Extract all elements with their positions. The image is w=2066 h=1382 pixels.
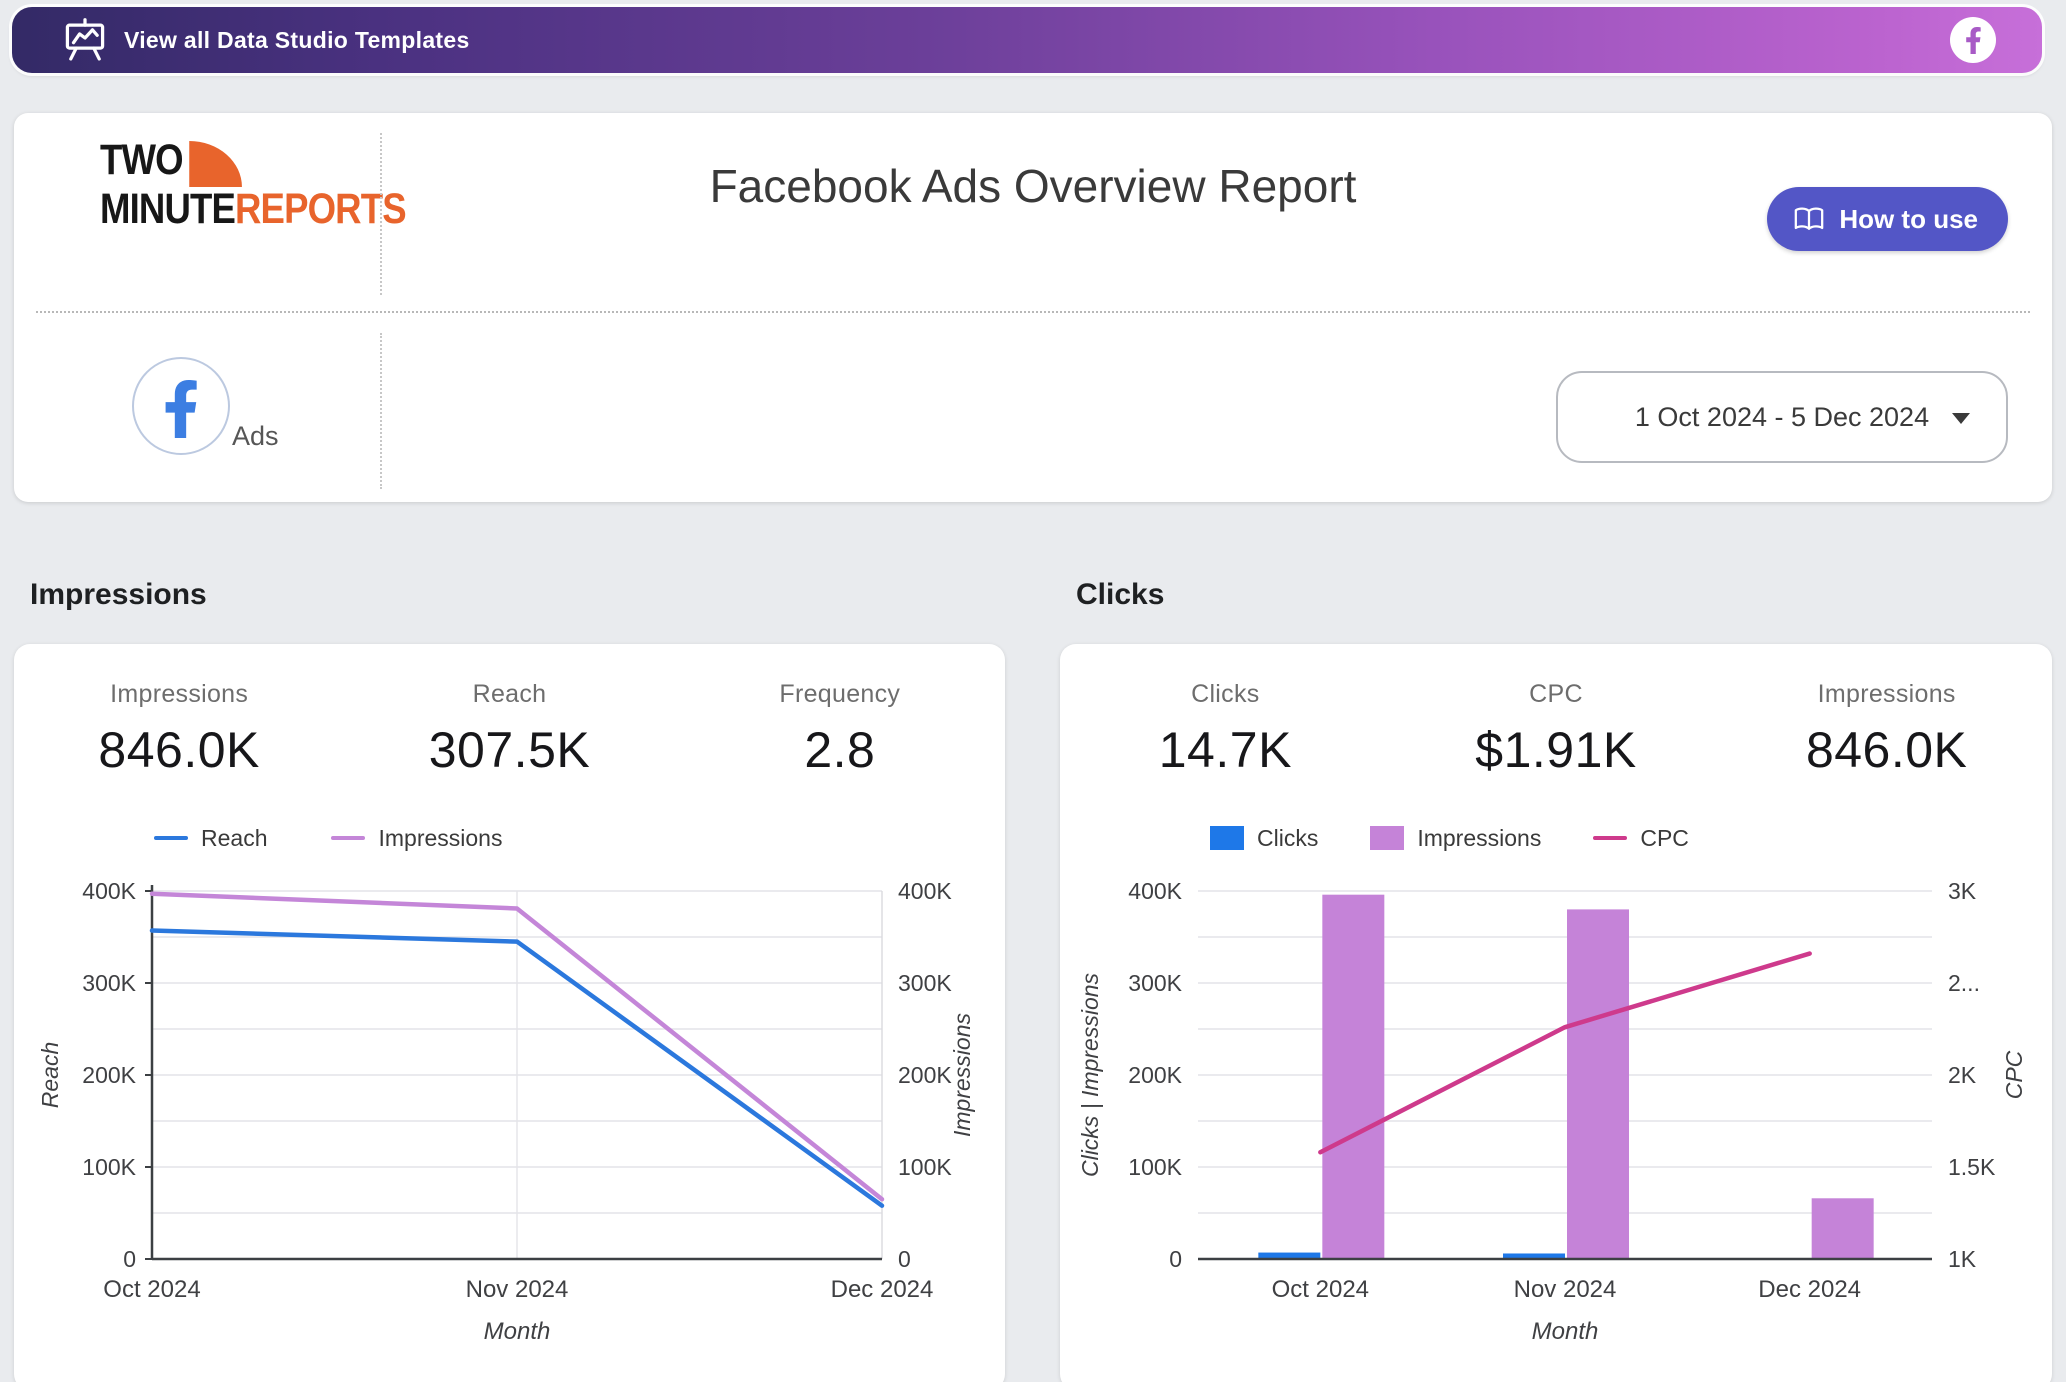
impressions-bar-swatch: [1370, 826, 1405, 850]
dropdown-caret-icon: [1952, 413, 1970, 424]
scorecard-reach: Reach 307.5K: [428, 680, 591, 778]
svg-text:400K: 400K: [1128, 878, 1182, 904]
svg-text:100K: 100K: [82, 1154, 136, 1180]
page-title: Facebook Ads Overview Report: [709, 160, 1357, 212]
how-to-use-label: How to use: [1839, 203, 1978, 234]
presentation-chart-icon: [62, 17, 108, 63]
impressions-section-heading: Impressions: [30, 578, 207, 611]
how-to-use-button[interactable]: How to use: [1767, 187, 2008, 251]
open-book-icon: [1793, 206, 1825, 233]
svg-text:0: 0: [1169, 1246, 1182, 1272]
svg-text:3K: 3K: [1948, 878, 1977, 904]
svg-text:200K: 200K: [1128, 1062, 1182, 1088]
svg-text:Oct 2024: Oct 2024: [1272, 1276, 1369, 1303]
svg-text:0: 0: [123, 1246, 136, 1272]
dotted-divider-horizontal: [36, 311, 2030, 313]
clicks-section-heading: Clicks: [1076, 578, 1165, 611]
svg-text:Dec 2024: Dec 2024: [1758, 1276, 1861, 1303]
svg-text:0: 0: [898, 1246, 911, 1272]
legend-item-reach: Reach: [154, 825, 267, 852]
logo-text-two: TWO: [100, 136, 184, 184]
scorecard-impressions-2: Impressions 846.0K: [1805, 680, 1968, 778]
svg-text:Oct 2024: Oct 2024: [103, 1276, 200, 1303]
ads-source-label: Ads: [232, 421, 279, 451]
svg-text:300K: 300K: [898, 970, 952, 996]
data-studio-templates-banner[interactable]: View all Data Studio Templates: [12, 7, 2042, 73]
impressions-line-swatch: [331, 836, 366, 840]
svg-text:2...: 2...: [1948, 970, 1980, 996]
svg-text:100K: 100K: [898, 1154, 952, 1180]
scorecard-impressions: Impressions 846.0K: [98, 680, 260, 778]
svg-text:400K: 400K: [82, 878, 136, 904]
clicks-bar-swatch: [1210, 826, 1244, 850]
svg-text:Dec 2024: Dec 2024: [831, 1276, 934, 1303]
svg-text:1.5K: 1.5K: [1948, 1154, 1996, 1180]
facebook-ads-source: Ads: [132, 357, 312, 467]
impressions-scorecards: Impressions 846.0K Reach 307.5K Frequenc…: [14, 644, 1005, 779]
svg-text:300K: 300K: [82, 970, 136, 996]
svg-text:Nov 2024: Nov 2024: [1514, 1276, 1617, 1303]
dotted-divider-vertical: [380, 333, 382, 489]
svg-text:400K: 400K: [898, 878, 952, 904]
date-range-selector[interactable]: 1 Oct 2024 - 5 Dec 2024: [1556, 371, 2008, 463]
report-header-card: TWO MINUTEREPORTS Facebook Ads Overview …: [14, 113, 2052, 502]
impressions-chart-legend: Reach Impressions: [154, 825, 1005, 851]
svg-text:Month: Month: [1532, 1318, 1599, 1345]
svg-text:Nov 2024: Nov 2024: [466, 1276, 569, 1303]
svg-text:Month: Month: [484, 1318, 551, 1345]
clicks-impressions-cpc-chart: 0 100K 200K 300K 400K 1K 1.5K 2K 2... 3K Oct 2024 N…: [1077, 878, 2027, 1345]
svg-text:CPC: CPC: [2001, 1050, 2027, 1099]
facebook-icon[interactable]: [1950, 17, 1996, 63]
svg-text:200K: 200K: [898, 1062, 952, 1088]
svg-text:200K: 200K: [82, 1062, 136, 1088]
banner-label: View all Data Studio Templates: [124, 26, 470, 53]
svg-text:100K: 100K: [1128, 1154, 1182, 1180]
impressions-card: Impressions 846.0K Reach 307.5K Frequenc…: [14, 644, 1005, 1382]
legend-item-cpc: CPC: [1593, 825, 1689, 852]
legend-item-impressions: Impressions: [331, 825, 502, 852]
two-minute-reports-logo: TWO MINUTEREPORTS: [100, 136, 407, 233]
svg-text:2K: 2K: [1948, 1062, 1977, 1088]
date-range-value: 1 Oct 2024 - 5 Dec 2024: [1634, 401, 1930, 432]
svg-text:Impressions: Impressions: [949, 1013, 975, 1137]
svg-text:Reach: Reach: [37, 1042, 63, 1108]
svg-text:1K: 1K: [1948, 1246, 1977, 1272]
legend-item-impressions-bars: Impressions: [1370, 825, 1541, 852]
scorecard-cpc: CPC $1.91K: [1475, 680, 1637, 778]
svg-text:300K: 300K: [1128, 970, 1182, 996]
logo-text-minute: MINUTE: [100, 185, 236, 233]
reach-line-swatch: [154, 836, 188, 840]
legend-item-clicks: Clicks: [1210, 825, 1318, 852]
dotted-divider-vertical: [380, 133, 382, 295]
clicks-scorecards: Clicks 14.7K CPC $1.91K Impressions 846.…: [1060, 644, 2052, 779]
scorecard-frequency: Frequency 2.8: [779, 680, 901, 778]
impressions-reach-line-chart: 0 0 100K 100K 200K 200K 300K 300K 400K 400K Oct 20…: [37, 878, 975, 1345]
clicks-chart-legend: Clicks Impressions CPC: [1210, 825, 2052, 851]
clicks-card: Clicks 14.7K CPC $1.91K Impressions 846.…: [1060, 644, 2052, 1382]
scorecard-clicks: Clicks 14.7K: [1158, 680, 1292, 778]
logo-text-reports: REPORTS: [235, 185, 407, 233]
facebook-ads-icon: [132, 357, 230, 455]
svg-text:Clicks | Impressions: Clicks | Impressions: [1077, 972, 1103, 1177]
cpc-line-swatch: [1593, 836, 1628, 840]
